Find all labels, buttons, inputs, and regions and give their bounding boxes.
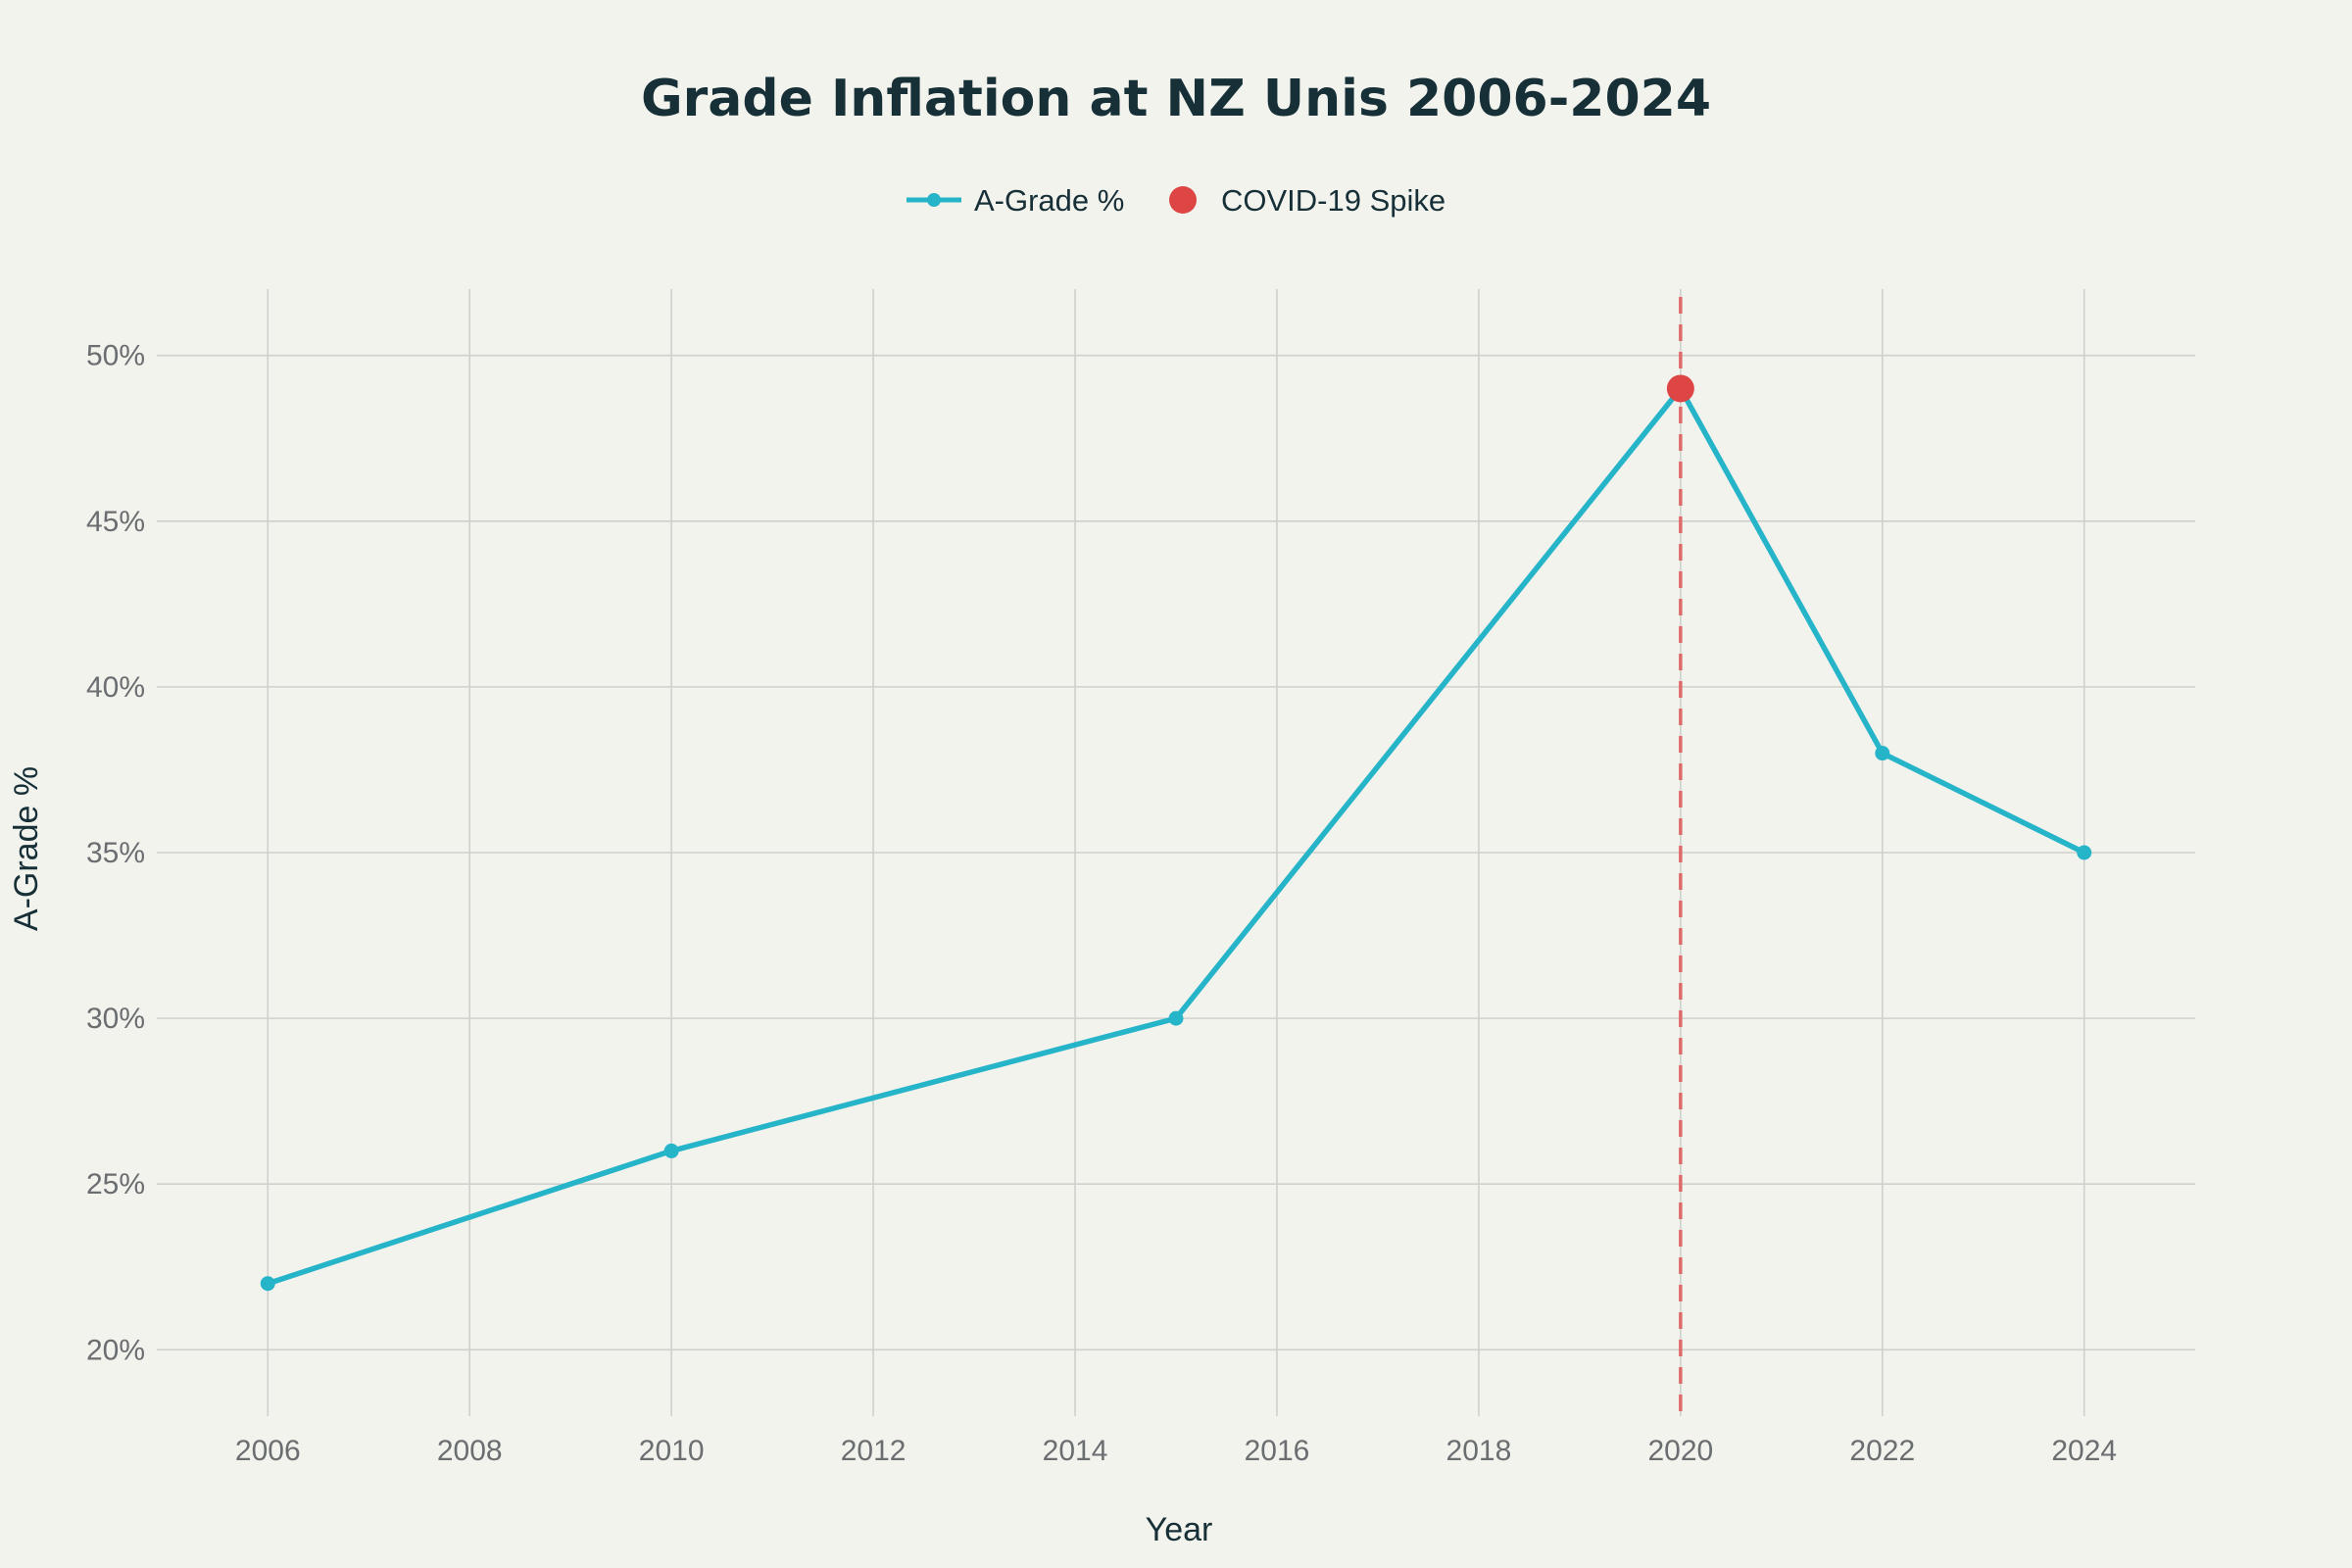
y-axis: 20% 25% 30% 35% 40% 45% 50%: [86, 340, 145, 1367]
x-tick-label: 2010: [639, 1435, 705, 1467]
agrade-data-point: [663, 1143, 679, 1158]
y-tick-label: 30%: [86, 1003, 145, 1035]
legend: A-Grade % COVID-19 Spike: [906, 183, 1446, 218]
chart-title: Grade Inflation at NZ Unis 2006-2024: [641, 70, 1711, 128]
x-tick-label: 2018: [1446, 1435, 1512, 1467]
x-tick-label: 2012: [841, 1435, 906, 1467]
legend-label-covid: COVID-19 Spike: [1221, 183, 1446, 218]
y-tick-label: 25%: [86, 1168, 145, 1200]
x-tick-label: 2016: [1245, 1435, 1310, 1467]
legend-label-agrade: A-Grade %: [974, 183, 1124, 218]
series-layer: [260, 374, 2092, 1292]
x-tick-label: 2024: [2051, 1435, 2117, 1467]
legend-spike-marker: [1169, 186, 1197, 214]
y-tick-label: 35%: [86, 837, 145, 869]
legend-line-marker: [927, 193, 941, 207]
x-tick-label: 2008: [437, 1435, 503, 1467]
y-tick-label: 50%: [86, 340, 145, 372]
covid-spike-point: [1666, 374, 1694, 403]
y-tick-label: 40%: [86, 671, 145, 704]
agrade-data-point: [2077, 845, 2092, 860]
y-tick-label: 45%: [86, 506, 145, 538]
y-axis-title: A-Grade %: [8, 766, 45, 931]
agrade-series-line: [265, 385, 2087, 1287]
agrade-data-point: [1875, 746, 1890, 761]
x-tick-label: 2006: [235, 1435, 301, 1467]
grid: [157, 289, 2195, 1416]
x-tick-label: 2020: [1647, 1435, 1713, 1467]
x-axis: 2006 2008 2010 2012 2014 2016 2018 2020 2022 2024: [235, 1435, 2117, 1467]
agrade-data-point: [1168, 1010, 1184, 1026]
x-tick-label: 2022: [1849, 1435, 1915, 1467]
agrade-data-point: [260, 1276, 275, 1292]
y-tick-label: 20%: [86, 1334, 145, 1366]
x-tick-label: 2014: [1043, 1435, 1108, 1467]
x-axis-title: Year: [1146, 1511, 1213, 1548]
